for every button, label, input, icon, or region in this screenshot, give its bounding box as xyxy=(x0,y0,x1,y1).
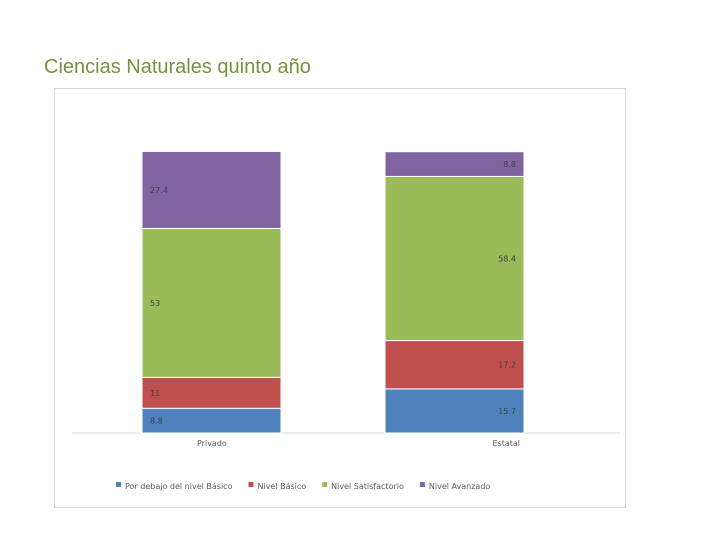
legend-label: Nivel Satisfactorio xyxy=(331,482,404,491)
slide-title: Ciencias Naturales quinto año xyxy=(44,56,311,78)
legend-swatch xyxy=(116,482,121,487)
bars-group xyxy=(141,150,525,434)
bar-segment-estatal-3 xyxy=(384,151,525,177)
bar-segment-estatal-0 xyxy=(384,388,525,434)
data-label: 53 xyxy=(150,299,160,308)
data-label: 58.4 xyxy=(498,254,516,263)
legend-swatch xyxy=(419,482,425,487)
data-label: 8.8 xyxy=(150,417,163,426)
data-label: 27.4 xyxy=(150,186,168,195)
category-labels-group: Privado Estatal xyxy=(197,439,520,448)
legend-item-0: Por debajo del nivel Básico xyxy=(116,482,233,491)
data-label: 8.8 xyxy=(503,160,516,169)
data-labels-group: 8.8 11 53 27.4 15.7 17.2 58.4 8.8 xyxy=(150,160,516,426)
category-label: Privado xyxy=(197,439,227,448)
legend-label: Por debajo del nivel Básico xyxy=(125,482,233,491)
bar-segment-privado-0 xyxy=(141,407,282,434)
legend-label: Nivel Básico xyxy=(257,482,306,491)
bar-segment-privado-2 xyxy=(141,227,282,378)
bar-segment-estatal-1 xyxy=(384,340,525,390)
legend: Por debajo del nivel Básico Nivel Básico N… xyxy=(116,482,490,491)
legend-item-3: Nivel Avanzado xyxy=(419,482,491,491)
legend-label: Nivel Avanzado xyxy=(429,482,491,491)
legend-swatch xyxy=(248,482,254,487)
legend-item-1: Nivel Básico xyxy=(248,482,306,491)
bar-segment-privado-3 xyxy=(141,150,282,229)
data-label: 15.7 xyxy=(498,407,516,416)
category-label: Estatal xyxy=(492,439,520,448)
legend-item-2: Nivel Satisfactorio xyxy=(322,482,404,491)
data-label: 11 xyxy=(150,389,160,398)
bar-segment-privado-1 xyxy=(141,376,282,409)
legend-swatch xyxy=(322,482,328,487)
data-label: 17.2 xyxy=(498,361,516,370)
bar-segment-estatal-2 xyxy=(384,175,525,342)
